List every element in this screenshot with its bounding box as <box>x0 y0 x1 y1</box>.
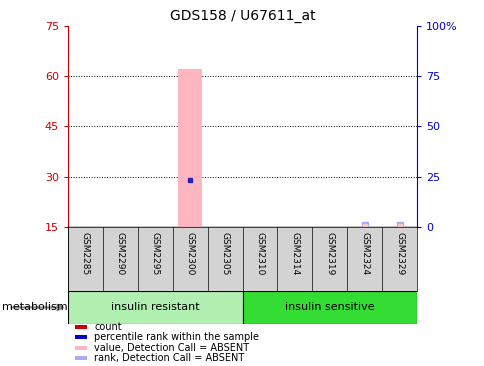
Text: GSM2300: GSM2300 <box>185 232 194 276</box>
Bar <box>68 291 242 324</box>
Text: metabolism: metabolism <box>2 302 68 313</box>
Text: insulin sensitive: insulin sensitive <box>285 302 374 313</box>
Text: GSM2319: GSM2319 <box>325 232 333 276</box>
Text: GSM2290: GSM2290 <box>116 232 124 275</box>
Text: insulin resistant: insulin resistant <box>111 302 199 313</box>
Bar <box>178 69 202 227</box>
Bar <box>75 346 87 350</box>
Text: GSM2305: GSM2305 <box>220 232 229 276</box>
Title: GDS158 / U67611_at: GDS158 / U67611_at <box>169 9 315 23</box>
Text: GSM2310: GSM2310 <box>255 232 264 276</box>
Text: GSM2324: GSM2324 <box>360 232 368 275</box>
Bar <box>75 335 87 339</box>
Text: rank, Detection Call = ABSENT: rank, Detection Call = ABSENT <box>94 353 244 363</box>
Bar <box>242 291 416 324</box>
Text: GSM2285: GSM2285 <box>81 232 90 275</box>
Text: count: count <box>94 322 121 332</box>
Bar <box>75 356 87 360</box>
Bar <box>75 325 87 329</box>
Text: value, Detection Call = ABSENT: value, Detection Call = ABSENT <box>94 343 249 353</box>
Text: GSM2314: GSM2314 <box>290 232 299 275</box>
Text: percentile rank within the sample: percentile rank within the sample <box>94 332 258 342</box>
Text: GSM2329: GSM2329 <box>394 232 403 275</box>
Text: GSM2295: GSM2295 <box>151 232 159 275</box>
